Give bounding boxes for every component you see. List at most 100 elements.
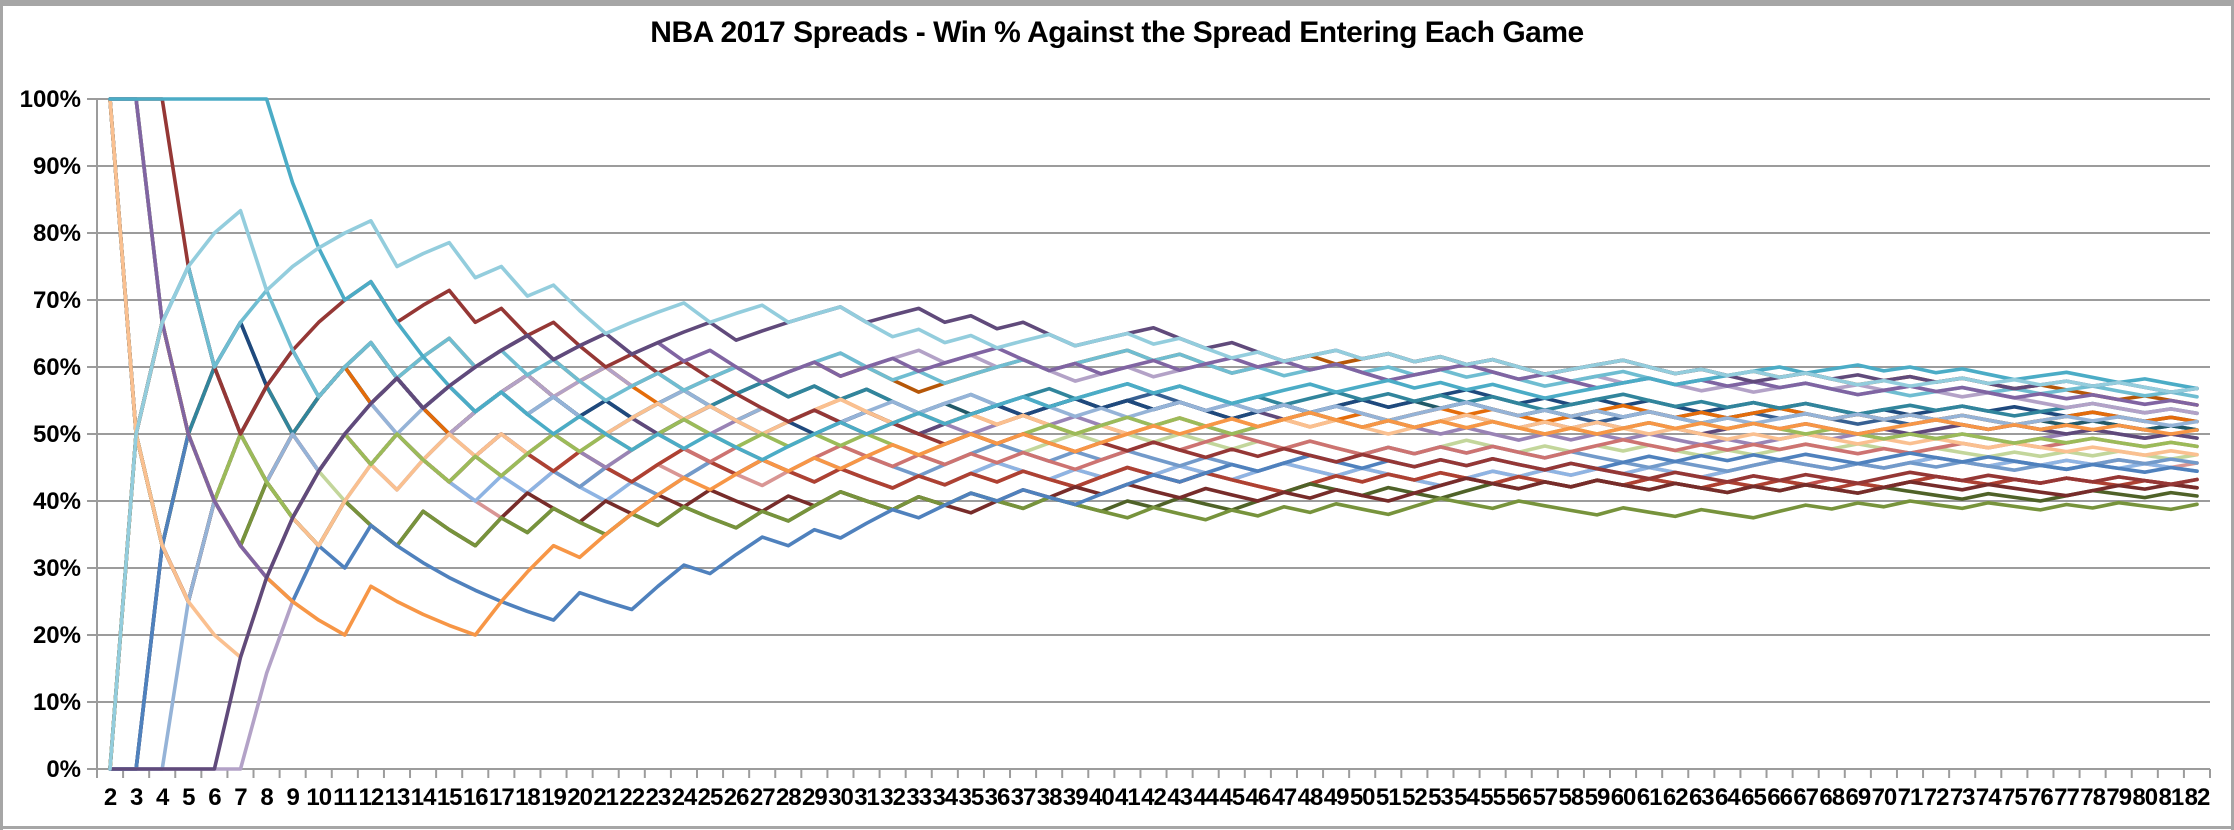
- x-axis-label: 50: [1350, 784, 1375, 811]
- x-axis-label: 23: [646, 784, 671, 811]
- x-axis-label: 40: [1089, 784, 1114, 811]
- x-axis-label: 12: [359, 784, 384, 811]
- x-axis-label: 64: [1715, 784, 1741, 811]
- x-axis-label: 68: [1819, 784, 1844, 811]
- y-axis-label: 30%: [33, 555, 81, 582]
- x-axis-label: 26: [724, 784, 749, 811]
- x-axis-label: 75: [2002, 784, 2027, 811]
- x-axis-label: 14: [411, 784, 437, 811]
- x-axis-label: 70: [1872, 784, 1897, 811]
- x-axis-label: 35: [959, 784, 984, 811]
- y-axis-label: 60%: [33, 354, 81, 381]
- x-axis-label: 54: [1454, 784, 1480, 811]
- series-line-s20: [108, 432, 2199, 771]
- x-axis-label: 29: [802, 784, 827, 811]
- x-axis-label: 34: [932, 784, 958, 811]
- x-axis-label: 21: [593, 784, 618, 811]
- x-axis-label: 62: [1663, 784, 1688, 811]
- x-axis-label: 77: [2054, 784, 2079, 811]
- x-axis-label: 37: [1011, 784, 1036, 811]
- x-axis-label: 60: [1611, 784, 1636, 811]
- x-axis-label: 81: [2159, 784, 2184, 811]
- x-axis-label: 42: [1141, 784, 1166, 811]
- y-axis-label: 70%: [33, 287, 81, 314]
- series-line-s30: [108, 208, 2199, 771]
- x-axis-label: 51: [1376, 784, 1401, 811]
- x-axis-label: 52: [1402, 784, 1427, 811]
- x-axis-label: 13: [385, 784, 410, 811]
- y-axis-label: 80%: [33, 220, 81, 247]
- x-axis-label: 2: [104, 784, 117, 811]
- x-axis-label: 59: [1585, 784, 1610, 811]
- x-axis-label: 43: [1167, 784, 1192, 811]
- x-axis-label: 6: [208, 784, 221, 811]
- x-axis-label: 46: [1245, 784, 1270, 811]
- x-axis-label: 16: [463, 784, 488, 811]
- series-line-s25: [108, 97, 2199, 637]
- x-axis-label: 39: [1063, 784, 1088, 811]
- x-axis-label: 61: [1637, 784, 1662, 811]
- series-line-s19: [108, 432, 2199, 771]
- y-axis-label: 0%: [46, 756, 81, 783]
- y-axis-label: 90%: [33, 153, 81, 180]
- series-line-s24: [108, 97, 2199, 487]
- x-axis-label: 32: [880, 784, 905, 811]
- series-line-s13: [108, 97, 2199, 436]
- x-axis-label: 19: [541, 784, 566, 811]
- x-axis-label: 27: [750, 784, 775, 811]
- x-axis-label: 78: [2080, 784, 2105, 811]
- y-axis-label: 40%: [33, 488, 81, 515]
- x-axis-label: 17: [489, 784, 514, 811]
- x-axis-label: 45: [1219, 784, 1244, 811]
- x-axis-label: 74: [1976, 784, 2002, 811]
- chart-title: NBA 2017 Spreads - Win % Against the Spr…: [650, 16, 1584, 49]
- series-line-s18: [108, 348, 2199, 771]
- y-axis-label: 50%: [33, 421, 81, 448]
- series-line-s23: [108, 97, 2199, 520]
- series-line-s06: [108, 432, 2199, 771]
- x-axis-label: 11: [333, 784, 357, 811]
- x-axis-label: 36: [985, 784, 1010, 811]
- series-line-s11: [108, 97, 2199, 604]
- x-axis-label: 69: [1845, 784, 1870, 811]
- series-line-s29: [108, 305, 2199, 771]
- y-axis-label: 10%: [33, 689, 81, 716]
- x-axis-label: 22: [619, 784, 644, 811]
- series-line-s16: [108, 333, 2199, 771]
- series-line-s28: [108, 97, 2199, 462]
- x-axis-label: 80: [2132, 784, 2157, 811]
- x-axis-label: 44: [1193, 784, 1219, 811]
- x-axis-label: 41: [1115, 784, 1140, 811]
- x-axis-label: 24: [672, 784, 698, 811]
- series-line-s04: [108, 432, 2199, 771]
- x-axis-label: 48: [1298, 784, 1323, 811]
- x-axis-label: 49: [1324, 784, 1349, 811]
- x-axis-label: 8: [260, 784, 273, 811]
- x-axis-label: 53: [1428, 784, 1453, 811]
- x-axis-label: 76: [2028, 784, 2053, 811]
- x-axis-label: 79: [2106, 784, 2131, 811]
- x-axis-label: 3: [130, 784, 143, 811]
- x-axis-label: 56: [1506, 784, 1531, 811]
- x-axis-label: 82: [2185, 784, 2210, 811]
- x-axis-label: 67: [1793, 784, 1818, 811]
- x-axis-label: 30: [828, 784, 853, 811]
- y-axis-label: 100%: [20, 86, 81, 113]
- x-axis-label: 55: [1480, 784, 1505, 811]
- x-axis-label: 9: [286, 784, 299, 811]
- x-axis-label: 5: [182, 784, 195, 811]
- x-axis-label: 71: [1898, 784, 1923, 811]
- x-axis-label: 4: [156, 784, 170, 811]
- x-axis-label: 72: [1924, 784, 1949, 811]
- x-axis-label: 73: [1950, 784, 1975, 811]
- x-axis-label: 57: [1532, 784, 1557, 811]
- x-axis-label: 65: [1741, 784, 1766, 811]
- x-axis-label: 10: [306, 784, 331, 811]
- x-axis-label: 33: [906, 784, 931, 811]
- x-axis-label: 47: [1272, 784, 1297, 811]
- x-axis-label: 7: [234, 784, 247, 811]
- x-axis-label: 38: [1037, 784, 1062, 811]
- x-axis-label: 20: [567, 784, 592, 811]
